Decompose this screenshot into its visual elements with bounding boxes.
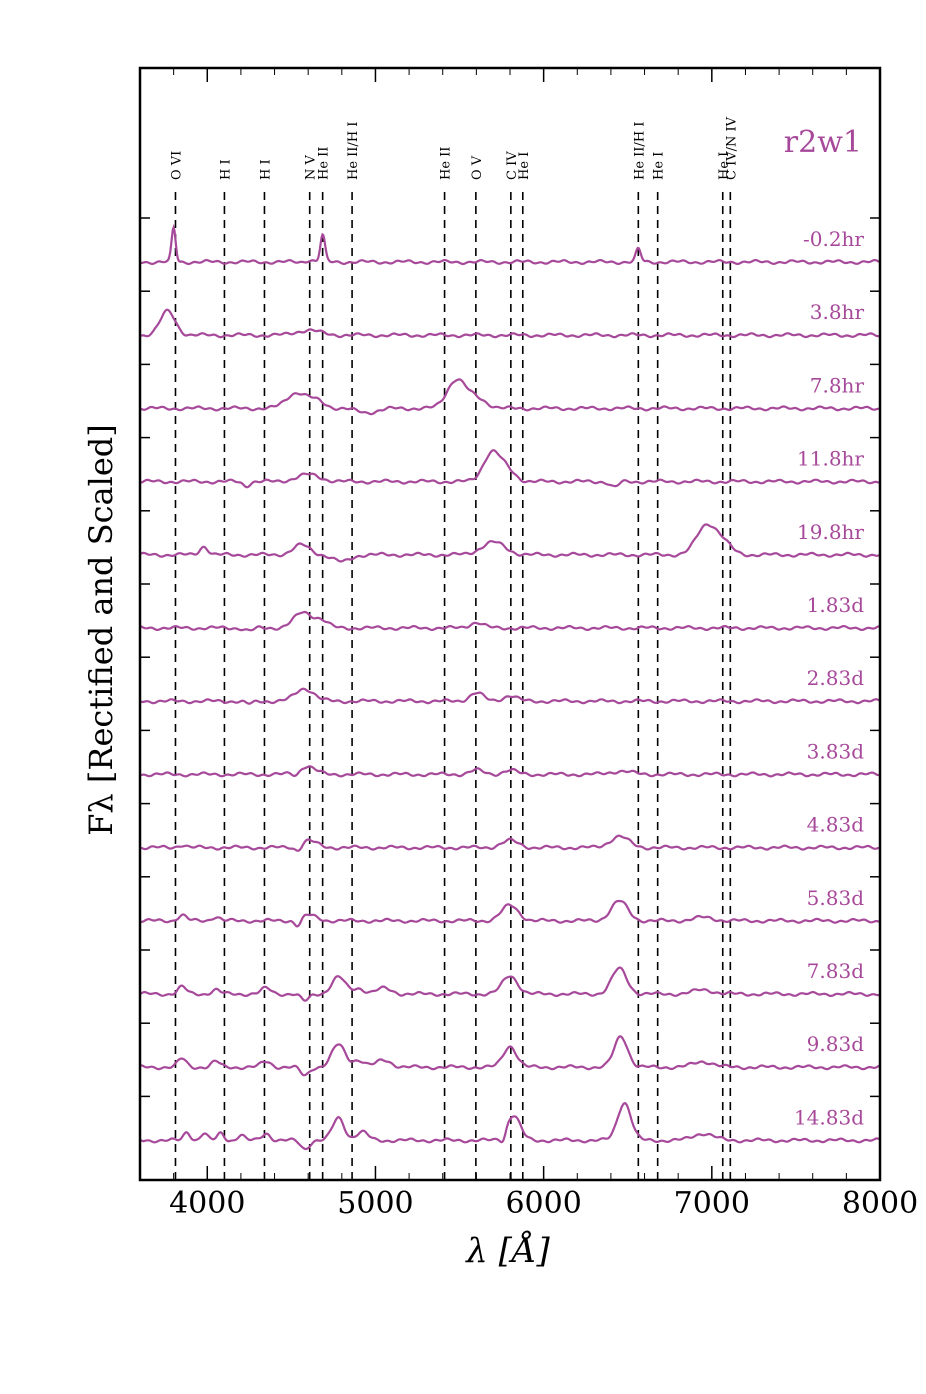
line-marker-label: C IV/N IV [724, 116, 739, 180]
series-label: 7.8hr [810, 373, 865, 397]
line-marker-label: O V [470, 155, 485, 180]
spectrum-line [139, 308, 881, 339]
spectrum-line [139, 223, 881, 266]
x-tick-label: 5000 [337, 1186, 413, 1221]
spectrum-line [139, 523, 881, 563]
line-marker-label: O VI [169, 151, 184, 180]
series-label: 3.8hr [810, 300, 865, 324]
x-axis-label-text: λ [Å] [464, 1230, 550, 1271]
series-label: 2.83d [807, 666, 865, 690]
y-axis-label-text: Fλ [Rectified and Scaled] [82, 424, 120, 836]
series-label: 14.83d [794, 1105, 864, 1129]
series-label: 9.83d [807, 1032, 865, 1056]
spectrum-line [139, 966, 881, 1002]
spectrum-line [139, 610, 881, 632]
series-label: 11.8hr [797, 447, 864, 471]
line-marker-label: H I [258, 159, 273, 180]
spectrum-line [140, 834, 881, 852]
series-label: 7.83d [807, 959, 865, 983]
line-marker-label: N V [304, 154, 319, 180]
series-label: -0.2hr [803, 227, 864, 251]
spectrum-line [140, 1035, 881, 1077]
line-marker-label: C IV [505, 151, 520, 180]
series-label: 4.83d [807, 813, 865, 837]
line-marker-label: He II/H I [346, 122, 361, 180]
line-marker-label: H I [218, 159, 233, 180]
spectrum-line [139, 449, 881, 489]
line-marker-label: He I [652, 152, 667, 180]
spectrum-line [139, 765, 881, 778]
x-tick-label: 7000 [674, 1186, 750, 1221]
series-label: 1.83d [807, 593, 865, 617]
spectrum-line [139, 1102, 881, 1151]
line-marker-label: He I [717, 152, 732, 180]
series-label: 19.8hr [797, 520, 864, 544]
x-tick-label: 6000 [505, 1186, 581, 1221]
line-marker-label: He II/H I [632, 122, 647, 180]
series-label: 3.83d [807, 739, 865, 763]
chart-title: r2w1 [784, 125, 862, 160]
x-axis-label: λ [Å] [464, 1230, 550, 1271]
plot-frame [138, 66, 882, 1182]
spectrum-line [139, 378, 881, 416]
y-axis-label: Fλ [Rectified and Scaled] [82, 424, 120, 836]
x-tick-label: 8000 [842, 1186, 918, 1221]
line-marker-label: He II [317, 147, 332, 180]
spectrum-line [139, 687, 881, 705]
series-label: 5.83d [807, 886, 865, 910]
line-marker-label: He I [517, 152, 532, 180]
line-marker-label: He II [439, 147, 454, 180]
spectrum-line [139, 899, 881, 928]
x-tick-label: 4000 [169, 1186, 245, 1221]
